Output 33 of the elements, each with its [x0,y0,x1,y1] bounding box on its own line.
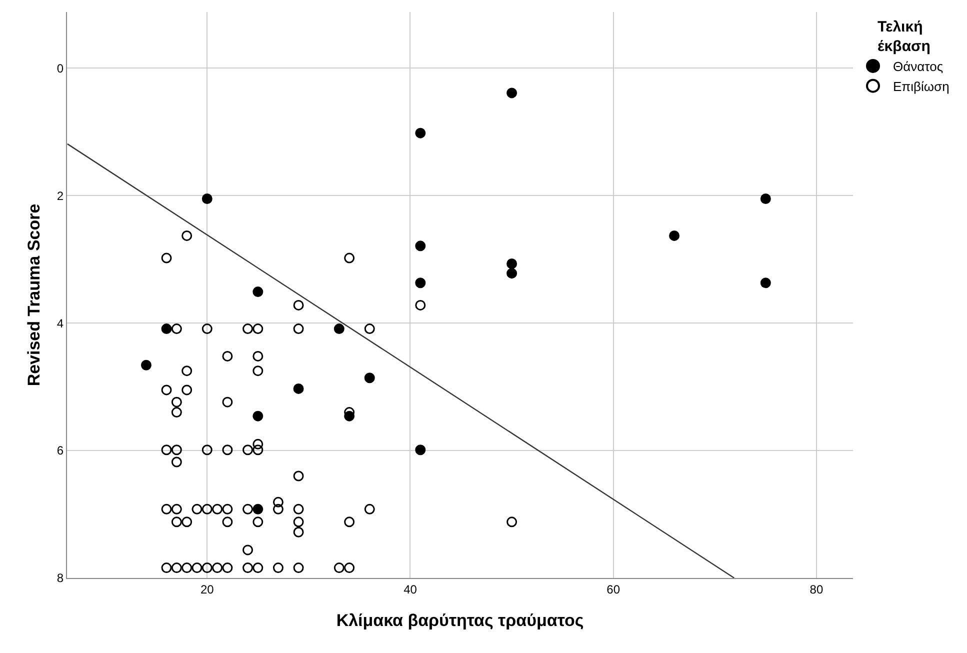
point [506,258,518,270]
point [760,194,771,204]
y-tick-label: 6 [56,444,64,458]
point [252,504,264,514]
y-tick-label: 8 [56,571,64,586]
point [415,128,426,138]
point [202,194,212,204]
point [760,278,771,288]
point [364,372,375,384]
point [252,286,264,298]
y-axis-title: Revised Trauma Score [24,204,44,386]
x-axis-title: Κλίμακα βαρύτητας τραύματος [336,610,584,630]
legend-label: Επιβίωση [893,78,950,94]
point [415,240,426,252]
point [293,383,304,394]
y-tick-label: 4 [56,316,64,330]
x-tick-label: 60 [606,582,620,596]
point [334,324,344,334]
point [415,444,426,456]
legend-label: Θάνατος [893,59,944,74]
point [669,230,680,241]
x-tick-label: 20 [200,582,214,596]
point [252,410,264,422]
y-tick-label: 2 [56,188,64,203]
point [161,324,172,334]
x-tick-label: 80 [810,582,824,596]
point [506,88,518,98]
legend-title: Τελική έκβαση [878,18,930,55]
point [506,268,518,279]
x-tick-label: 40 [404,582,418,596]
point [140,360,152,370]
point [415,278,426,288]
y-tick-label: 0 [56,61,64,76]
